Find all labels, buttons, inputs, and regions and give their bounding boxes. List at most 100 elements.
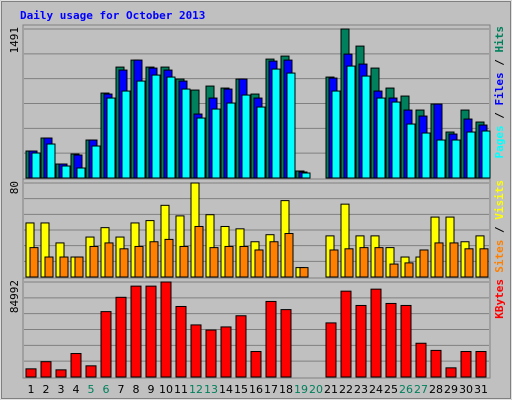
bar <box>325 322 337 378</box>
bar <box>370 288 382 378</box>
x-tick-label: 13 <box>204 383 218 396</box>
bar <box>134 245 144 278</box>
bar <box>91 145 101 179</box>
chart-title: Daily usage for October 2013 <box>20 9 205 22</box>
bar <box>451 139 461 179</box>
bar <box>164 238 174 278</box>
bar <box>344 248 354 278</box>
bar <box>149 241 159 278</box>
bar <box>466 131 476 179</box>
x-tick-label: 10 <box>159 383 173 396</box>
legend: KBytes <box>493 279 506 319</box>
legend-separator: / <box>493 53 506 73</box>
bar <box>254 249 264 278</box>
y-tick-label: 1491 <box>8 27 21 54</box>
bar <box>196 117 206 179</box>
legend-entry: Hits <box>493 26 506 53</box>
legend: Pages / Files / Hits <box>493 26 506 159</box>
bar <box>361 75 371 179</box>
bar <box>329 249 339 278</box>
bar <box>421 132 431 179</box>
x-tick-label: 16 <box>249 383 263 396</box>
bar <box>430 349 442 378</box>
bar <box>355 304 367 378</box>
bar <box>130 285 142 378</box>
bar <box>385 302 397 378</box>
x-tick-label: 8 <box>133 383 140 396</box>
legend-entry: Files <box>493 72 506 105</box>
bar <box>250 351 262 378</box>
x-tick-label: 21 <box>324 383 338 396</box>
bar <box>70 353 82 378</box>
x-tick-label: 31 <box>474 383 488 396</box>
y-tick-label: 84992 <box>8 280 21 313</box>
bar <box>400 304 412 378</box>
legend: Sites / Visits <box>493 180 506 273</box>
x-tick-label: 22 <box>339 383 353 396</box>
bar <box>181 88 191 179</box>
legend-entry: KBytes <box>493 279 506 319</box>
x-tick-label: 12 <box>189 383 203 396</box>
bar <box>89 245 99 278</box>
bar <box>434 242 444 278</box>
bar <box>445 367 457 378</box>
legend-entry: Sites <box>493 240 506 273</box>
bar <box>269 241 279 278</box>
bar <box>235 315 247 378</box>
bar <box>331 90 341 179</box>
bar <box>241 94 251 179</box>
x-tick-label: 1 <box>28 383 35 396</box>
x-tick-label: 30 <box>459 383 473 396</box>
bar <box>85 365 97 378</box>
bar <box>44 256 54 278</box>
x-tick-label: 18 <box>279 383 293 396</box>
bar <box>479 248 489 278</box>
bar <box>475 351 487 378</box>
bar <box>226 102 236 179</box>
bar <box>406 123 416 179</box>
bar <box>145 285 157 378</box>
x-tick-label: 26 <box>399 383 413 396</box>
bar <box>151 74 161 179</box>
bar <box>239 245 249 278</box>
x-tick-label: 14 <box>219 383 233 396</box>
bar <box>31 152 41 179</box>
x-tick-label: 15 <box>234 383 248 396</box>
y-tick-label: 80 <box>8 181 21 194</box>
bar <box>449 242 459 278</box>
bar <box>464 248 474 278</box>
x-tick-label: 11 <box>174 383 188 396</box>
bar <box>74 256 84 278</box>
bar <box>280 309 292 378</box>
bar <box>301 172 311 179</box>
bar <box>340 290 352 378</box>
bar <box>55 369 67 378</box>
bar <box>346 65 356 179</box>
bar <box>160 281 172 378</box>
bar <box>256 106 266 179</box>
bar <box>25 368 37 378</box>
x-tick-label: 6 <box>103 383 110 396</box>
bar <box>104 242 114 278</box>
bar <box>166 76 176 179</box>
x-tick-label: 29 <box>444 383 458 396</box>
bar <box>284 233 294 278</box>
bar <box>376 97 386 179</box>
x-tick-label: 2 <box>43 383 50 396</box>
bar <box>359 247 369 278</box>
bar <box>136 80 146 179</box>
bar <box>460 351 472 378</box>
x-tick-label: 7 <box>118 383 125 396</box>
legend-separator: / <box>493 106 506 126</box>
bar <box>481 130 491 179</box>
bar <box>100 311 112 378</box>
bar <box>194 225 204 278</box>
bar <box>205 329 217 378</box>
x-tick-label: 19 <box>294 383 308 396</box>
bar <box>389 263 399 278</box>
bar <box>265 300 277 378</box>
x-tick-label: 25 <box>384 383 398 396</box>
x-tick-label: 28 <box>429 383 443 396</box>
